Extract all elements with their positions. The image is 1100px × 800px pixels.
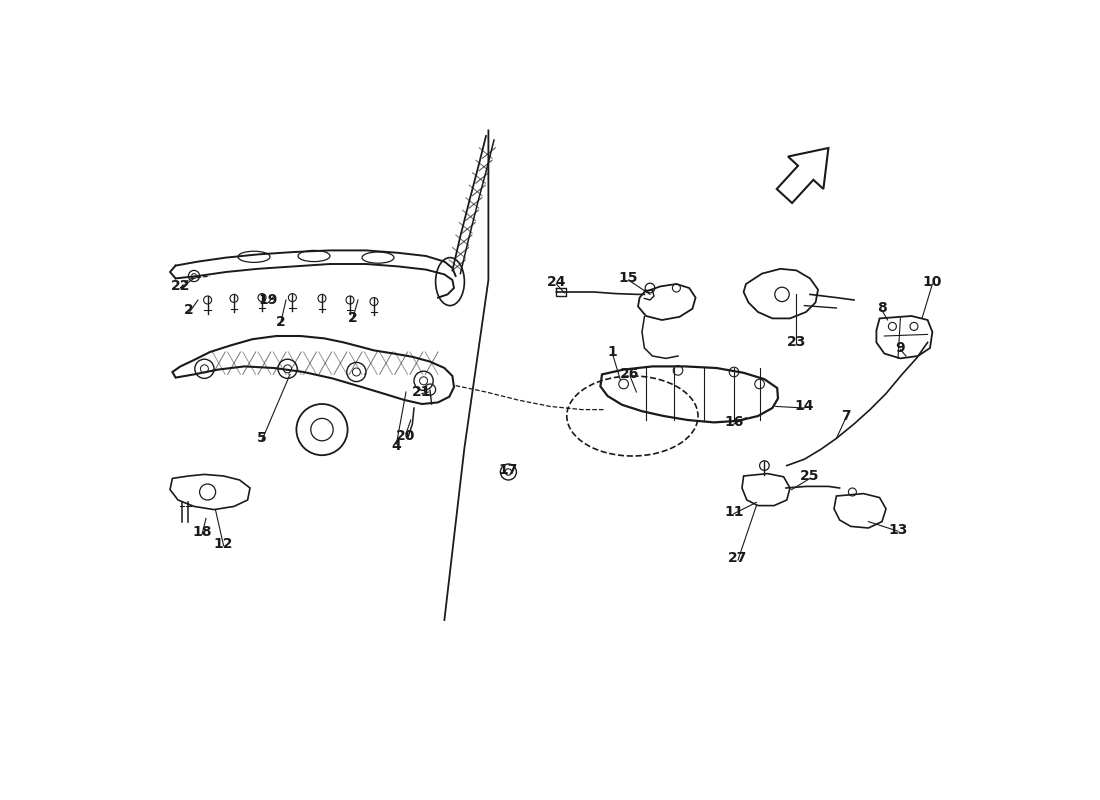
Text: 25: 25 xyxy=(801,469,820,483)
Text: 26: 26 xyxy=(620,367,640,382)
Text: 14: 14 xyxy=(794,399,814,414)
Text: 4: 4 xyxy=(392,439,402,454)
Text: 15: 15 xyxy=(618,271,638,286)
Text: 21: 21 xyxy=(412,385,431,399)
Text: 24: 24 xyxy=(547,274,567,289)
Text: 23: 23 xyxy=(786,335,806,350)
Text: 20: 20 xyxy=(396,429,416,443)
Text: 2: 2 xyxy=(348,311,358,326)
Text: 8: 8 xyxy=(877,301,887,315)
Text: 18: 18 xyxy=(192,525,211,539)
Text: 1: 1 xyxy=(607,345,617,359)
Text: 27: 27 xyxy=(728,551,748,566)
Text: 9: 9 xyxy=(895,341,905,355)
Text: 17: 17 xyxy=(498,463,518,478)
Text: 22: 22 xyxy=(170,279,190,294)
Text: 13: 13 xyxy=(889,522,908,537)
Text: 2: 2 xyxy=(275,314,285,329)
Text: 16: 16 xyxy=(724,415,744,430)
Text: 7: 7 xyxy=(842,409,850,423)
Text: 19: 19 xyxy=(258,293,278,307)
Text: 12: 12 xyxy=(213,537,233,551)
Text: 10: 10 xyxy=(923,274,942,289)
Text: 11: 11 xyxy=(724,505,744,519)
Text: 2: 2 xyxy=(184,303,194,318)
Text: 5: 5 xyxy=(257,431,267,446)
